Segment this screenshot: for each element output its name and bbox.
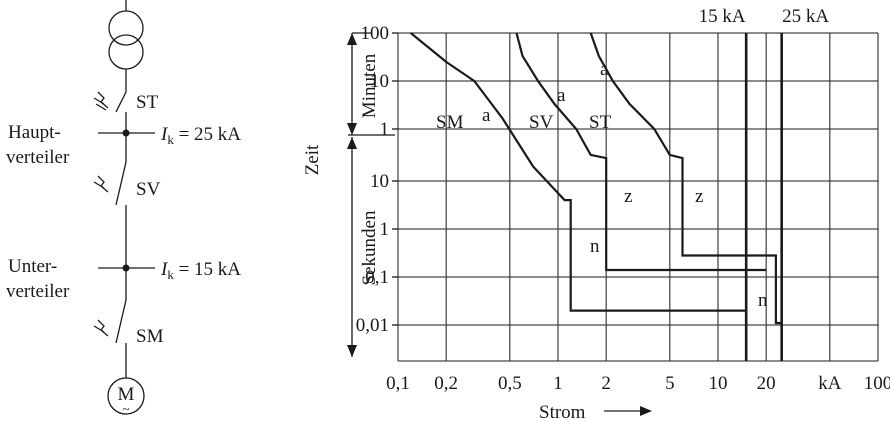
trip-curve-sv — [515, 32, 767, 272]
curve-st-label-n: n — [758, 290, 768, 311]
busbar-haupt-name-2: verteiler — [6, 147, 70, 168]
x-tick-label-6: 10 — [709, 373, 728, 394]
curve-st-label-z: z — [695, 186, 703, 207]
breaker-st-label: ST — [136, 92, 159, 113]
short-circuit-limits: 15 kA 25 kA — [699, 6, 829, 361]
trip-curve-sm — [410, 32, 747, 312]
curve-sv-label-a: a — [557, 85, 566, 106]
curve-sm-name: SM — [436, 112, 464, 133]
trip-curves — [410, 32, 782, 325]
y-tick-label-3: 10 — [370, 171, 389, 192]
busbar-unter-ik: Ik = 15 kA — [160, 259, 241, 282]
bus-node-haupt — [122, 129, 130, 137]
breaker-sm-label: SM — [136, 326, 164, 347]
limit-label-1: 25 kA — [782, 6, 829, 27]
x-tick-label-8: kA — [818, 373, 842, 394]
y-tick-labels: 100 10 1 10 1 0,1 0,01 — [356, 23, 398, 336]
curve-sv-label-z: z — [624, 186, 632, 207]
y-tick-label-4: 1 — [380, 219, 390, 240]
y-section-sekunden: Sekunden — [359, 210, 380, 285]
y-tick-label-5: 0,1 — [365, 267, 389, 288]
motor-icon — [107, 377, 145, 415]
y-tick-label-0: 100 — [361, 23, 390, 44]
x-tick-label-3: 1 — [553, 373, 563, 394]
curve-st-name: ST — [589, 112, 612, 133]
motor-tilde: ~ — [122, 401, 129, 416]
busbar-haupt-ik: Ik = 25 kA — [160, 124, 241, 147]
motor-label: M — [118, 384, 135, 405]
x-tick-label-1: 0,2 — [434, 373, 458, 394]
curve-st-label-a: a — [600, 59, 609, 80]
x-tick-label-2: 0,5 — [498, 373, 522, 394]
breaker-sv-label: SV — [136, 179, 161, 200]
limit-label-0: 15 kA — [699, 6, 746, 27]
time-current-chart: 0,1 0,2 0,5 1 2 5 10 20 kA 100 100 10 1 10 1 0,1 0,01 1… — [302, 6, 890, 421]
busbar-unter-name-2: verteiler — [6, 281, 70, 302]
x-tick-label-0: 0,1 — [386, 373, 410, 394]
y-tick-label-1: 10 — [370, 71, 389, 92]
breaker-st-icon — [93, 91, 127, 162]
y-section-minuten: Minuten — [359, 53, 380, 118]
bus-node-unter — [122, 264, 130, 272]
busbar-haupt-name-1: Haupt- — [8, 122, 61, 143]
chart-grid — [397, 32, 879, 362]
x-tick-labels: 0,1 0,2 0,5 1 2 5 10 20 kA 100 — [386, 373, 890, 394]
x-tick-label-5: 5 — [665, 373, 675, 394]
trip-curve-st — [589, 32, 782, 325]
x-tick-label-9: 100 — [864, 373, 890, 394]
section-brackets — [347, 32, 395, 357]
y-tick-label-6: 0,01 — [356, 315, 389, 336]
breaker-sm-icon — [93, 299, 127, 378]
breaker-sv-icon — [93, 161, 127, 300]
circuit-diagram: ST Haupt- verteiler Ik = 25 kA SV Unter-… — [6, 0, 241, 416]
x-axis-arrow-icon — [604, 406, 652, 416]
y-tick-label-2: 1 — [380, 119, 390, 140]
y-axis-label: Zeit — [302, 144, 323, 175]
curve-sv-name: SV — [529, 112, 554, 133]
x-tick-label-4: 2 — [601, 373, 611, 394]
x-axis-label: Strom — [539, 402, 586, 421]
curve-sm-label-a: a — [482, 105, 491, 126]
busbar-unter-name-1: Unter- — [8, 256, 57, 277]
x-tick-label-7: 20 — [757, 373, 776, 394]
transformer-icon-lower — [108, 34, 144, 70]
curve-sm-label-n: n — [590, 236, 600, 257]
